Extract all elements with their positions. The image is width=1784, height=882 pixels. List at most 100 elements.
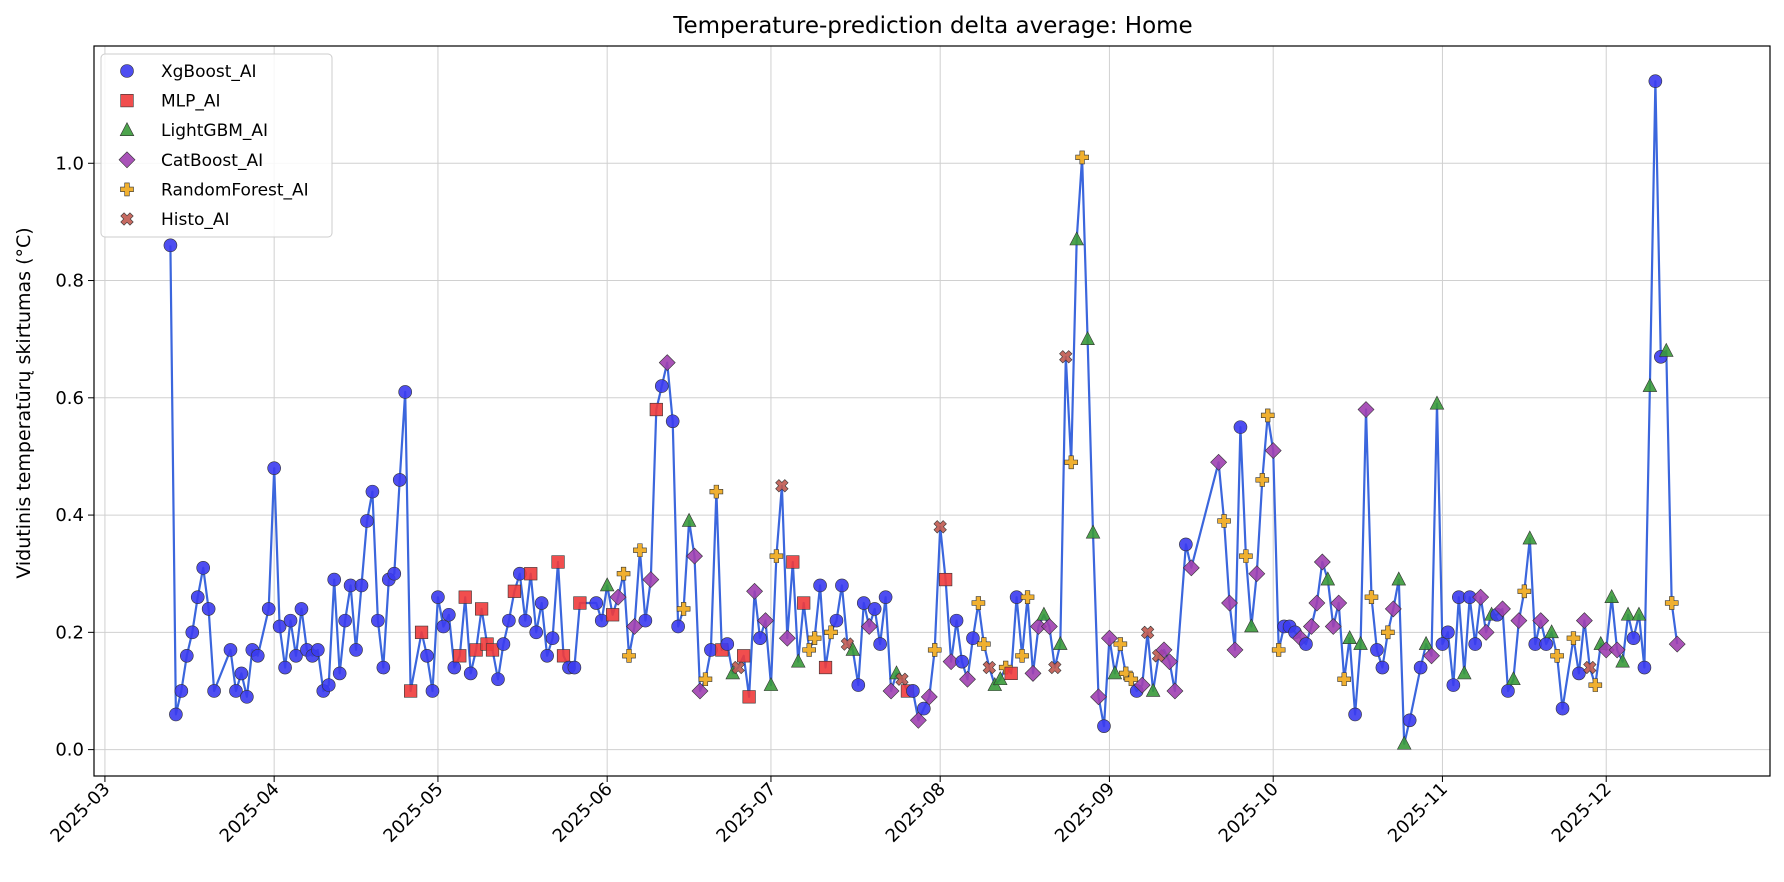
data-point-xgboost-ai: [436, 619, 451, 634]
data-point-lightgbm-ai: [1544, 624, 1559, 639]
data-point-xgboost-ai: [1370, 643, 1384, 657]
data-point-mlp-ai: [556, 649, 571, 663]
data-point-catboost-ai: [1357, 401, 1375, 418]
data-point-catboost-ai: [1510, 612, 1528, 630]
data-point-xgboost-ai: [567, 660, 582, 675]
data-point-xgboost-ai: [250, 648, 265, 663]
data-point-xgboost-ai: [180, 648, 194, 663]
data-point-xgboost-ai: [289, 648, 303, 663]
legend-marker-histo-ai: [120, 212, 134, 226]
data-point-xgboost-ai: [1233, 420, 1248, 434]
data-point-xgboost-ai: [376, 660, 391, 675]
y-tick-label: 1.0: [55, 153, 84, 174]
legend-label: LightGBM_AI: [161, 121, 268, 141]
data-point-lightgbm-ai: [1642, 377, 1658, 392]
markers: [163, 74, 1686, 750]
data-point-xgboost-ai: [169, 707, 183, 722]
data-point-lightgbm-ai: [1036, 606, 1052, 621]
data-point-lightgbm-ai: [1145, 682, 1161, 697]
data-point-catboost-ai: [1330, 594, 1348, 612]
data-point-lightgbm-ai: [1620, 606, 1636, 621]
data-point-catboost-ai: [959, 670, 976, 688]
legend-marker-catboost-ai: [118, 151, 136, 169]
data-point-histo-ai: [1048, 660, 1062, 675]
data-point-mlp-ai: [742, 690, 756, 704]
legend-marker-mlp-ai: [120, 94, 134, 108]
data-point-xgboost-ai: [529, 625, 544, 640]
data-point-xgboost-ai: [1501, 684, 1515, 698]
data-point-catboost-ai: [686, 547, 703, 565]
legend-marker-lightgbm-ai: [119, 122, 135, 136]
data-point-catboost-ai: [1532, 612, 1550, 630]
data-point-xgboost-ai: [278, 660, 292, 675]
data-point-catboost-ai: [1221, 594, 1238, 612]
data-point-xgboost-ai: [867, 602, 882, 616]
data-point-randomforest-ai: [622, 648, 636, 663]
data-point-histo-ai: [982, 660, 996, 675]
data-point-mlp-ai: [1004, 666, 1018, 680]
data-point-histo-ai: [1583, 660, 1597, 675]
legend-label: RandomForest_AI: [161, 180, 309, 200]
plot-frame: [93, 45, 1771, 777]
data-point-xgboost-ai: [392, 473, 407, 487]
data-point-randomforest-ai: [824, 625, 838, 640]
data-point-histo-ai: [731, 660, 745, 675]
data-point-lightgbm-ai: [1107, 665, 1123, 680]
data-point-randomforest-ai: [1566, 631, 1581, 646]
data-point-lightgbm-ai: [1631, 606, 1647, 621]
legend-label: CatBoost_AI: [161, 151, 263, 171]
data-point-xgboost-ai: [365, 484, 380, 499]
legend-label: Histo_AI: [161, 210, 230, 230]
legend-label: XgBoost_AI: [161, 62, 257, 82]
data-point-lightgbm-ai: [599, 577, 615, 592]
data-point-lightgbm-ai: [681, 512, 697, 527]
data-point-xgboost-ai: [1097, 719, 1111, 733]
y-tick-label: 0.0: [55, 740, 84, 761]
data-point-lightgbm-ai: [1244, 618, 1259, 633]
data-point-lightgbm-ai: [1506, 671, 1521, 686]
y-tick-label: 0.2: [55, 622, 84, 643]
data-point-xgboost-ai: [240, 690, 254, 704]
data-point-lightgbm-ai: [763, 676, 779, 691]
legend-marker-xgboost-ai: [120, 64, 134, 78]
data-point-xgboost-ai: [534, 596, 549, 610]
data-point-mlp-ai: [404, 684, 418, 698]
data-point-xgboost-ai: [261, 602, 276, 616]
data-point-lightgbm-ai: [1396, 735, 1412, 750]
data-point-mlp-ai: [475, 602, 489, 616]
data-point-xgboost-ai: [654, 379, 669, 393]
data-point-randomforest-ai: [676, 602, 691, 616]
data-point-catboost-ai: [1324, 618, 1342, 635]
data-point-xgboost-ai: [283, 613, 298, 628]
data-point-histo-ai: [1140, 625, 1155, 639]
data-point-xgboost-ai: [720, 637, 735, 651]
data-point-catboost-ai: [1226, 641, 1244, 659]
data-point-catboost-ai: [1248, 565, 1266, 583]
data-point-xgboost-ai: [1637, 660, 1652, 675]
data-point-catboost-ai: [691, 682, 709, 700]
data-point-randomforest-ai: [807, 631, 822, 646]
data-point-xgboost-ai: [638, 613, 653, 628]
data-point-xgboost-ai: [327, 572, 342, 587]
data-point-catboost-ai: [658, 354, 676, 372]
data-point-lightgbm-ai: [1418, 635, 1434, 650]
data-point-mlp-ai: [797, 596, 811, 610]
data-point-randomforest-ai: [1588, 678, 1603, 692]
data-point-xgboost-ai: [463, 666, 478, 681]
y-axis-label: Vidutinis temperatūrų skirtumas (°C): [13, 227, 35, 578]
data-point-xgboost-ai: [349, 643, 363, 657]
data-point-mlp-ai: [649, 402, 663, 417]
data-point-xgboost-ai: [665, 414, 680, 429]
data-point-xgboost-ai: [425, 684, 440, 698]
data-point-mlp-ai: [737, 649, 751, 663]
data-point-lightgbm-ai: [1522, 530, 1538, 545]
data-point-xgboost-ai: [442, 607, 456, 622]
data-point-catboost-ai: [1423, 647, 1440, 665]
data-point-lightgbm-ai: [1069, 231, 1084, 246]
data-point-xgboost-ai: [1441, 625, 1455, 640]
data-point-lightgbm-ai: [1353, 635, 1368, 650]
data-point-xgboost-ai: [1375, 660, 1390, 675]
data-point-xgboost-ai: [321, 678, 336, 692]
chart-title: Temperature-prediction delta average: Ho…: [672, 13, 1192, 39]
data-point-xgboost-ai: [1179, 537, 1193, 552]
